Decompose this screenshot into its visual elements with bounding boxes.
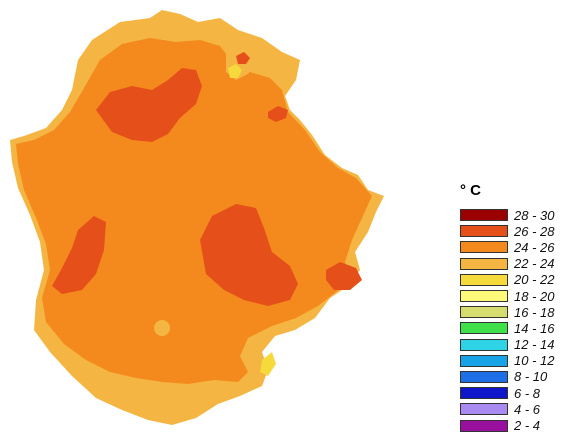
legend-swatch [460, 387, 508, 400]
legend-label: 14 - 16 [514, 320, 555, 336]
legend-item: 6 - 8 [458, 385, 568, 401]
legend-swatch [460, 273, 508, 286]
legend-label: 4 - 6 [514, 401, 541, 417]
legend-label: 16 - 18 [514, 304, 555, 320]
legend-swatch [460, 338, 508, 351]
zone-hot-26-28-north-small [236, 52, 250, 64]
legend-label: 12 - 14 [514, 337, 555, 353]
legend-item: 2 - 4 [458, 417, 568, 433]
legend-item: 24 - 26 [458, 239, 568, 255]
legend-item: 20 - 22 [458, 272, 568, 288]
zone-hot-26-28-west [52, 216, 106, 294]
legend: ° C 28 - 30 26 - 28 24 - 26 22 - 24 20 - 22 1… [458, 181, 568, 434]
legend-item: 16 - 18 [458, 304, 568, 320]
legend-label: 18 - 20 [514, 288, 555, 304]
legend-label: 2 - 4 [514, 418, 541, 434]
legend-swatch [460, 257, 508, 270]
legend-item: 18 - 20 [458, 288, 568, 304]
legend-label: 6 - 8 [514, 385, 541, 401]
zone-hot-26-28-north [96, 68, 202, 142]
legend-swatch [460, 306, 508, 319]
zone-hot-26-28-east [326, 262, 362, 290]
legend-item: 4 - 6 [458, 401, 568, 417]
zone-hot-26-28-northeast [268, 106, 288, 122]
legend-item: 10 - 12 [458, 353, 568, 369]
legend-swatch [460, 370, 508, 383]
zone-cool-20-22-spot [228, 64, 242, 78]
legend-item: 22 - 24 [458, 256, 568, 272]
legend-label: 24 - 26 [514, 239, 555, 255]
legend-label: 20 - 22 [514, 272, 555, 288]
legend-item: 12 - 14 [458, 337, 568, 353]
zone-hot-26-28-center [200, 204, 298, 306]
legend-label: 28 - 30 [514, 207, 555, 223]
legend-items: 28 - 30 26 - 28 24 - 26 22 - 24 20 - 22 18 - … [458, 207, 568, 434]
legend-swatch [460, 290, 508, 303]
legend-item: 28 - 30 [458, 207, 568, 223]
legend-label: 8 - 10 [514, 369, 548, 385]
legend-swatch [460, 322, 508, 335]
zone-border-22-24-island-south [154, 320, 171, 336]
legend-title: ° C [460, 182, 481, 199]
legend-label: 26 - 28 [514, 223, 555, 239]
legend-label: 10 - 12 [514, 353, 555, 369]
legend-swatch [460, 403, 508, 416]
legend-swatch [460, 419, 508, 432]
zone-cool-20-22-southeast [260, 352, 276, 376]
legend-item: 26 - 28 [458, 223, 568, 239]
legend-swatch [460, 354, 508, 367]
legend-item: 8 - 10 [458, 369, 568, 385]
legend-swatch [460, 209, 508, 222]
legend-swatch [460, 225, 508, 238]
legend-swatch [460, 241, 508, 254]
legend-item: 14 - 16 [458, 320, 568, 336]
legend-label: 22 - 24 [514, 256, 555, 272]
